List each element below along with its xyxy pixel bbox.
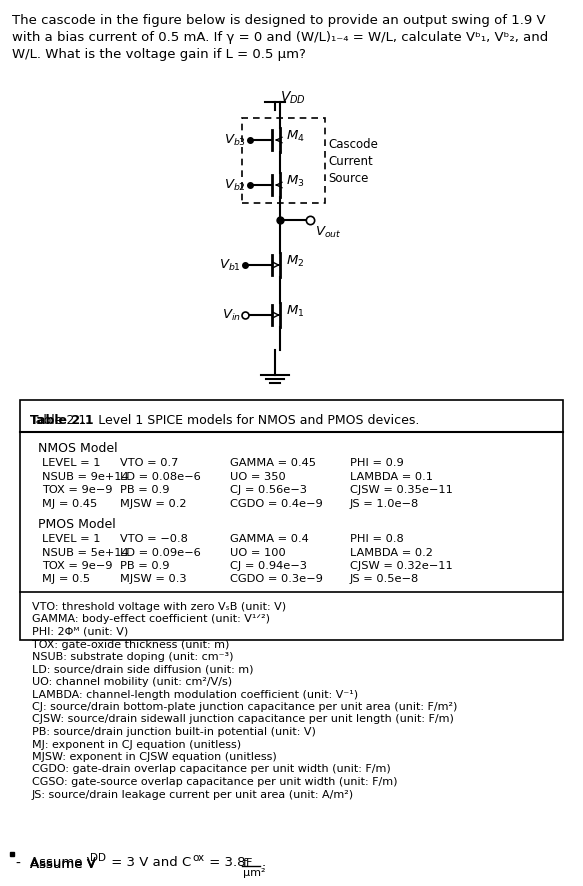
Text: fF: fF [243,858,254,868]
Text: LAMBDA = 0.2: LAMBDA = 0.2 [350,548,433,557]
Text: PB = 0.9: PB = 0.9 [120,561,170,571]
Text: GAMMA = 0.4: GAMMA = 0.4 [230,534,309,544]
Text: PHI = 0.8: PHI = 0.8 [350,534,404,544]
Text: CJ = 0.94e−3: CJ = 0.94e−3 [230,561,307,571]
Text: -: - [15,857,20,871]
Text: Table 2.1   Level 1 SPICE models for NMOS and PMOS devices.: Table 2.1 Level 1 SPICE models for NMOS … [30,414,419,427]
Text: W/L. What is the voltage gain if L = 0.5 μm?: W/L. What is the voltage gain if L = 0.5… [12,48,306,61]
Text: .: . [262,856,266,869]
Text: NSUB = 5e+14: NSUB = 5e+14 [42,548,129,557]
Text: $V_{in}$: $V_{in}$ [222,307,241,323]
Text: PB: source/drain junction built-in potential (unit: V): PB: source/drain junction built-in poten… [32,727,316,737]
Text: CGDO: gate-drain overlap capacitance per unit width (unit: F/m): CGDO: gate-drain overlap capacitance per… [32,765,391,774]
Text: $M_4$: $M_4$ [286,128,305,144]
Text: $V_{b3}$: $V_{b3}$ [224,132,246,148]
Text: TOX = 9e−9: TOX = 9e−9 [42,561,113,571]
Text: CJ = 0.56e−3: CJ = 0.56e−3 [230,485,307,495]
Text: VTO = 0.7: VTO = 0.7 [120,458,178,468]
Text: $V_{b1}$: $V_{b1}$ [219,258,241,273]
Text: GAMMA: body-effect coefficient (unit: V¹ᐟ²): GAMMA: body-effect coefficient (unit: V¹… [32,615,270,625]
Text: MJ: exponent in CJ equation (unitless): MJ: exponent in CJ equation (unitless) [32,740,241,750]
Text: GAMMA = 0.45: GAMMA = 0.45 [230,458,316,468]
Text: Cascode
Current
Source: Cascode Current Source [328,138,378,185]
Text: NMOS Model: NMOS Model [38,442,118,455]
Text: LD: source/drain side diffusion (unit: m): LD: source/drain side diffusion (unit: m… [32,664,254,674]
Text: MJ = 0.45: MJ = 0.45 [42,499,97,509]
Text: DD: DD [90,853,106,863]
Text: TOX = 9e−9: TOX = 9e−9 [42,485,113,495]
Text: $V_{b2}$: $V_{b2}$ [224,177,246,192]
Text: CJ: source/drain bottom-plate junction capacitance per unit area (unit: F/m²): CJ: source/drain bottom-plate junction c… [32,702,458,712]
Text: Assume V: Assume V [30,858,96,871]
Text: μm²: μm² [243,868,265,878]
Text: CJSW = 0.35e−11: CJSW = 0.35e−11 [350,485,453,495]
Text: CJSW: source/drain sidewall junction capacitance per unit length (unit: F/m): CJSW: source/drain sidewall junction cap… [32,714,454,725]
Bar [20,400,563,640]
Text: CGSO: gate-source overlap capacitance per unit width (unit: F/m): CGSO: gate-source overlap capacitance pe… [32,777,398,787]
Text: UO = 100: UO = 100 [230,548,286,557]
Text: $M_3$: $M_3$ [286,174,304,189]
Text: PHI: 2Φᴹ (unit: V): PHI: 2Φᴹ (unit: V) [32,627,128,637]
Text: MJ = 0.5: MJ = 0.5 [42,574,90,585]
Text: The cascode in the figure below is designed to provide an output swing of 1.9 V: The cascode in the figure below is desig… [12,14,546,27]
Text: CGDO = 0.4e−9: CGDO = 0.4e−9 [230,499,323,509]
Text: TOX: gate-oxide thickness (unit: m): TOX: gate-oxide thickness (unit: m) [32,640,229,649]
Text: PHI = 0.9: PHI = 0.9 [350,458,404,468]
Text: JS = 1.0e−8: JS = 1.0e−8 [350,499,419,509]
Text: PB = 0.9: PB = 0.9 [120,485,170,495]
Text: = 3 V and C: = 3 V and C [107,856,191,869]
Text: MJSW = 0.3: MJSW = 0.3 [120,574,187,585]
Text: Assume V: Assume V [30,858,96,871]
Text: CJSW = 0.32e−11: CJSW = 0.32e−11 [350,561,453,571]
Text: VTO: threshold voltage with zero VₛB (unit: V): VTO: threshold voltage with zero VₛB (un… [32,602,286,612]
Text: UO: channel mobility (unit: cm²/V/s): UO: channel mobility (unit: cm²/V/s) [32,677,232,687]
Text: MJSW: exponent in CJSW equation (unitless): MJSW: exponent in CJSW equation (unitles… [32,752,277,762]
Text: Assume V: Assume V [30,856,96,869]
Text: NSUB = 9e+14: NSUB = 9e+14 [42,471,129,481]
Text: JS = 0.5e−8: JS = 0.5e−8 [350,574,419,585]
Text: NSUB: substrate doping (unit: cm⁻³): NSUB: substrate doping (unit: cm⁻³) [32,652,234,662]
Text: = 3.8: = 3.8 [205,856,250,869]
Text: MJSW = 0.2: MJSW = 0.2 [120,499,187,509]
Text: ox: ox [192,853,204,863]
Text: LD = 0.08e−6: LD = 0.08e−6 [120,471,201,481]
Text: LAMBDA = 0.1: LAMBDA = 0.1 [350,471,433,481]
Text: $M_2$: $M_2$ [286,253,304,268]
Text: JS: source/drain leakage current per unit area (unit: A/m²): JS: source/drain leakage current per uni… [32,789,354,799]
Text: $M_1$: $M_1$ [286,303,304,319]
Text: $V_{DD}$: $V_{DD}$ [280,90,306,106]
Text: LAMBDA: channel-length modulation coefficient (unit: V⁻¹): LAMBDA: channel-length modulation coeffi… [32,689,358,700]
Text: $V_{out}$: $V_{out}$ [315,225,342,240]
Text: CGDO = 0.3e−9: CGDO = 0.3e−9 [230,574,323,585]
Text: LEVEL = 1: LEVEL = 1 [42,534,100,544]
Text: UO = 350: UO = 350 [230,471,286,481]
Text: VTO = −0.8: VTO = −0.8 [120,534,188,544]
Text: PMOS Model: PMOS Model [38,518,116,531]
Text: with a bias current of 0.5 mA. If γ = 0 and (W/L)₁₋₄ = W/L, calculate Vᵇ₁, Vᵇ₂, : with a bias current of 0.5 mA. If γ = 0 … [12,31,548,44]
Text: Table 2.1: Table 2.1 [30,414,94,427]
Text: LEVEL = 1: LEVEL = 1 [42,458,100,468]
Text: LD = 0.09e−6: LD = 0.09e−6 [120,548,201,557]
